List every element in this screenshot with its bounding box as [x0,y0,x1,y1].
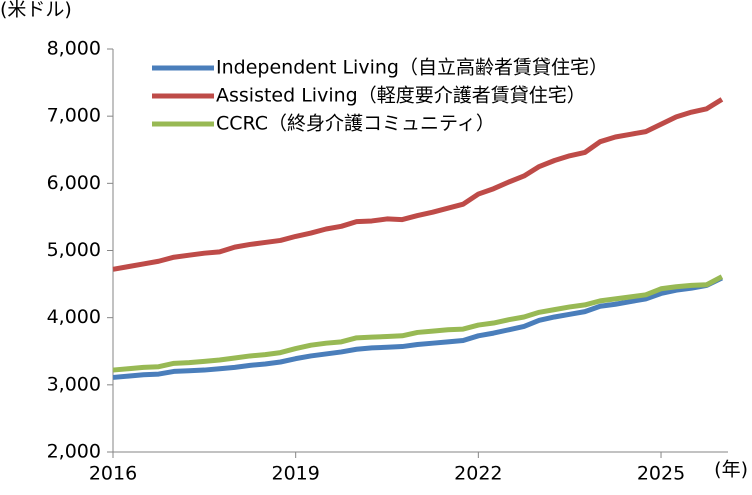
y-tick-label: 5,000 [47,239,101,261]
series-line [112,97,724,272]
y-tick-label: 6,000 [47,172,101,194]
legend-label: Assisted Living（軽度要介護者賃貸住宅） [216,85,586,107]
y-tick-label: 3,000 [47,373,101,395]
series-line [112,274,724,373]
y-tick-label: 2,000 [47,441,101,463]
y-tick-label: 8,000 [47,38,101,60]
y-tick-label: 4,000 [47,306,101,328]
x-tick-label: 2025 [637,463,685,485]
x-unit: (年) [714,459,748,481]
legend-label: Independent Living（自立高齢者賃貸住宅） [216,57,608,79]
x-tick-label: 2019 [271,463,319,485]
y-unit: (米ドル) [0,0,72,21]
legend-label: CCRC（終身介護コミュニティ） [216,113,495,135]
x-tick-label: 2016 [89,463,137,485]
y-tick-label: 7,000 [47,105,101,127]
series-line [112,275,724,380]
x-tick-label: 2022 [454,463,502,485]
